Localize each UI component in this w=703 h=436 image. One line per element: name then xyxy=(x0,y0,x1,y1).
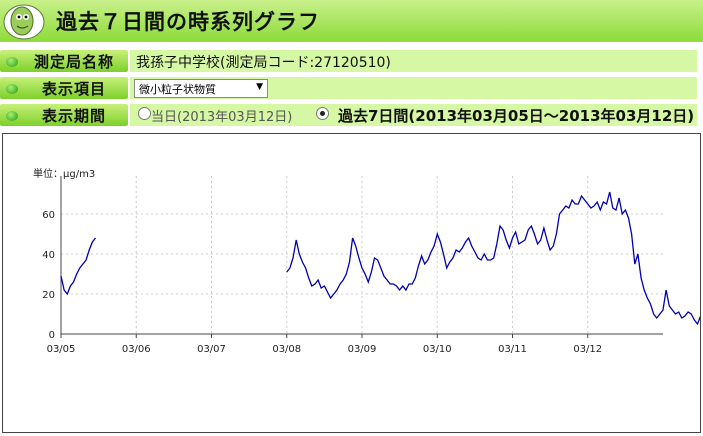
radio-7days[interactable] xyxy=(316,107,329,120)
bullet-icon xyxy=(6,111,18,121)
item-row: 表示項目 微小粒子状物質 ▼ xyxy=(0,77,703,99)
period-label: 表示期間 xyxy=(41,107,106,125)
period-row: 表示期間 当日(2013年03月12日) 過去7日間(2013年03月05日～2… xyxy=(0,104,703,126)
pm25-line-chart: 単位：μg/m3 0 20 40 60 03/05 03/06 03/07 03/08 03/0… xyxy=(33,167,703,355)
item-label: 表示項目 xyxy=(41,80,106,98)
item-select-value: 微小粒子状物質 xyxy=(139,83,216,96)
station-row: 測定局名称 我孫子中学校(測定局コード:27120510) xyxy=(0,50,703,72)
x-tick-label: 03/10 xyxy=(423,344,452,355)
chart-panel: 単位：μg/m3 0 20 40 60 03/05 03/06 03/07 03/08 03/0… xyxy=(2,133,703,433)
dropdown-arrow-icon: ▼ xyxy=(256,82,263,92)
y-tick-label: 60 xyxy=(42,210,55,221)
x-tick-label: 03/08 xyxy=(272,344,301,355)
station-label: 測定局名称 xyxy=(33,53,114,71)
y-tick-label: 0 xyxy=(49,330,55,341)
bullet-icon xyxy=(6,57,18,67)
series-line xyxy=(60,237,97,296)
unit-label: 単位：μg/m3 xyxy=(33,167,95,180)
bullet-icon xyxy=(6,84,18,94)
mascot-icon xyxy=(3,4,45,40)
period-value-box: 当日(2013年03月12日) 過去7日間(2013年03月05日～2013年0… xyxy=(130,104,697,126)
item-select[interactable]: 微小粒子状物質 ▼ xyxy=(134,79,268,98)
station-value-box: 我孫子中学校(測定局コード:27120510) xyxy=(130,50,697,72)
y-tick-label: 40 xyxy=(42,250,55,261)
station-name: 我孫子中学校(測定局コード:27120510) xyxy=(136,55,391,71)
x-tick-label: 03/09 xyxy=(348,344,377,355)
station-label-box: 測定局名称 xyxy=(0,50,128,72)
x-tick-label: 03/12 xyxy=(573,344,602,355)
item-label-box: 表示項目 xyxy=(0,77,128,99)
item-value-box: 微小粒子状物質 ▼ xyxy=(130,77,697,99)
x-tick-label: 03/06 xyxy=(122,344,151,355)
x-tick-label: 03/05 xyxy=(47,344,76,355)
period-label-box: 表示期間 xyxy=(0,104,128,126)
page-title: 過去７日間の時系列グラフ xyxy=(56,10,320,34)
radio-today[interactable] xyxy=(138,107,151,120)
series-line xyxy=(286,191,703,326)
x-tick-label: 03/11 xyxy=(498,344,527,355)
radio-today-label[interactable]: 当日(2013年03月12日) xyxy=(151,110,293,125)
y-tick-label: 20 xyxy=(42,290,55,301)
x-tick-label: 03/07 xyxy=(197,344,226,355)
radio-7days-label[interactable]: 過去7日間(2013年03月05日～2013年03月12日) xyxy=(338,107,695,125)
header-bar: 過去７日間の時系列グラフ xyxy=(0,0,703,44)
